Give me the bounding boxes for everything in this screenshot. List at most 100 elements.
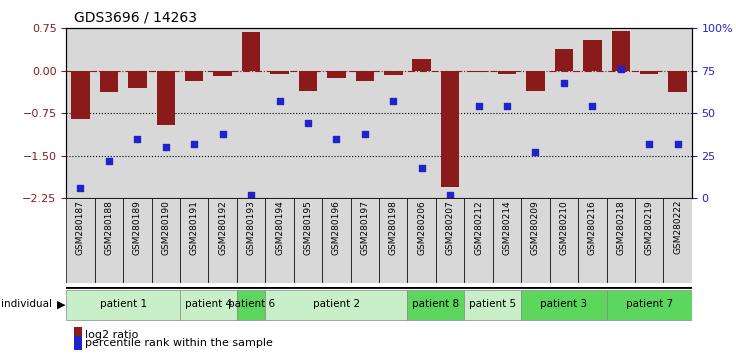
Point: [103, 158, 115, 164]
Bar: [355, 71, 374, 81]
Text: GSM280192: GSM280192: [218, 200, 227, 255]
Bar: [180, 28, 208, 198]
Bar: [270, 71, 289, 74]
FancyBboxPatch shape: [464, 290, 521, 320]
Bar: [237, 28, 265, 198]
Point: [445, 192, 456, 198]
Bar: [412, 59, 431, 71]
Point: [274, 98, 286, 104]
Text: patient 6: patient 6: [227, 299, 275, 309]
Text: GSM280191: GSM280191: [190, 200, 199, 255]
Bar: [242, 32, 261, 71]
Bar: [350, 28, 379, 198]
Bar: [493, 28, 521, 198]
FancyBboxPatch shape: [606, 290, 692, 320]
FancyBboxPatch shape: [606, 198, 635, 283]
Text: GSM280195: GSM280195: [303, 200, 313, 255]
FancyBboxPatch shape: [436, 198, 464, 283]
Bar: [95, 28, 123, 198]
FancyBboxPatch shape: [95, 198, 123, 283]
Text: GDS3696 / 14263: GDS3696 / 14263: [74, 11, 197, 25]
FancyBboxPatch shape: [152, 198, 180, 283]
FancyBboxPatch shape: [265, 198, 294, 283]
Bar: [555, 49, 573, 71]
Point: [558, 80, 570, 86]
Bar: [668, 71, 687, 92]
FancyBboxPatch shape: [180, 198, 208, 283]
Bar: [322, 28, 350, 198]
Text: GSM280218: GSM280218: [616, 200, 626, 255]
Text: GSM280187: GSM280187: [76, 200, 85, 255]
Bar: [612, 31, 630, 71]
Text: patient 1: patient 1: [99, 299, 146, 309]
Point: [672, 141, 684, 147]
FancyBboxPatch shape: [322, 198, 350, 283]
FancyBboxPatch shape: [550, 198, 578, 283]
FancyBboxPatch shape: [66, 198, 95, 283]
Text: GSM280193: GSM280193: [247, 200, 255, 255]
FancyBboxPatch shape: [408, 290, 464, 320]
Bar: [550, 28, 578, 198]
Bar: [157, 71, 175, 125]
FancyBboxPatch shape: [208, 198, 237, 283]
Text: GSM280206: GSM280206: [417, 200, 426, 255]
Text: GSM280197: GSM280197: [361, 200, 369, 255]
Text: ▶: ▶: [57, 299, 66, 309]
Point: [643, 141, 655, 147]
Bar: [66, 28, 95, 198]
Text: GSM280190: GSM280190: [161, 200, 170, 255]
FancyBboxPatch shape: [521, 198, 550, 283]
Point: [529, 149, 541, 155]
Point: [615, 66, 626, 72]
Bar: [185, 71, 203, 81]
Point: [330, 136, 342, 142]
Bar: [152, 28, 180, 198]
Text: GSM280210: GSM280210: [559, 200, 568, 255]
Text: patient 4: patient 4: [185, 299, 232, 309]
Bar: [436, 28, 464, 198]
FancyBboxPatch shape: [66, 290, 180, 320]
Bar: [128, 71, 146, 88]
Text: GSM280207: GSM280207: [445, 200, 455, 255]
Point: [302, 121, 314, 126]
Text: percentile rank within the sample: percentile rank within the sample: [85, 338, 273, 348]
Text: GSM280214: GSM280214: [503, 200, 512, 255]
Point: [132, 136, 144, 142]
FancyBboxPatch shape: [464, 198, 493, 283]
FancyBboxPatch shape: [493, 198, 521, 283]
Bar: [640, 71, 659, 74]
Point: [416, 165, 428, 171]
Bar: [379, 28, 408, 198]
Text: GSM280209: GSM280209: [531, 200, 540, 255]
FancyBboxPatch shape: [237, 198, 265, 283]
Bar: [408, 28, 436, 198]
Text: GSM280216: GSM280216: [588, 200, 597, 255]
Bar: [299, 71, 317, 91]
Bar: [99, 71, 118, 92]
Bar: [441, 71, 459, 187]
Point: [387, 98, 399, 104]
Point: [160, 144, 171, 150]
Text: GSM280198: GSM280198: [389, 200, 397, 255]
Bar: [470, 71, 488, 73]
Text: log2 ratio: log2 ratio: [85, 330, 139, 339]
Point: [74, 185, 86, 191]
Point: [501, 104, 513, 109]
FancyBboxPatch shape: [635, 198, 663, 283]
FancyBboxPatch shape: [663, 198, 692, 283]
Point: [473, 104, 484, 109]
Text: GSM280222: GSM280222: [673, 200, 682, 255]
Point: [188, 141, 200, 147]
Text: GSM280188: GSM280188: [105, 200, 113, 255]
FancyBboxPatch shape: [294, 198, 322, 283]
Text: individual: individual: [1, 299, 52, 309]
Text: patient 7: patient 7: [626, 299, 673, 309]
Bar: [294, 28, 322, 198]
Bar: [213, 71, 232, 76]
Text: GSM280219: GSM280219: [645, 200, 654, 255]
FancyBboxPatch shape: [379, 198, 408, 283]
Bar: [521, 28, 550, 198]
FancyBboxPatch shape: [265, 290, 408, 320]
FancyBboxPatch shape: [123, 198, 152, 283]
FancyBboxPatch shape: [408, 198, 436, 283]
